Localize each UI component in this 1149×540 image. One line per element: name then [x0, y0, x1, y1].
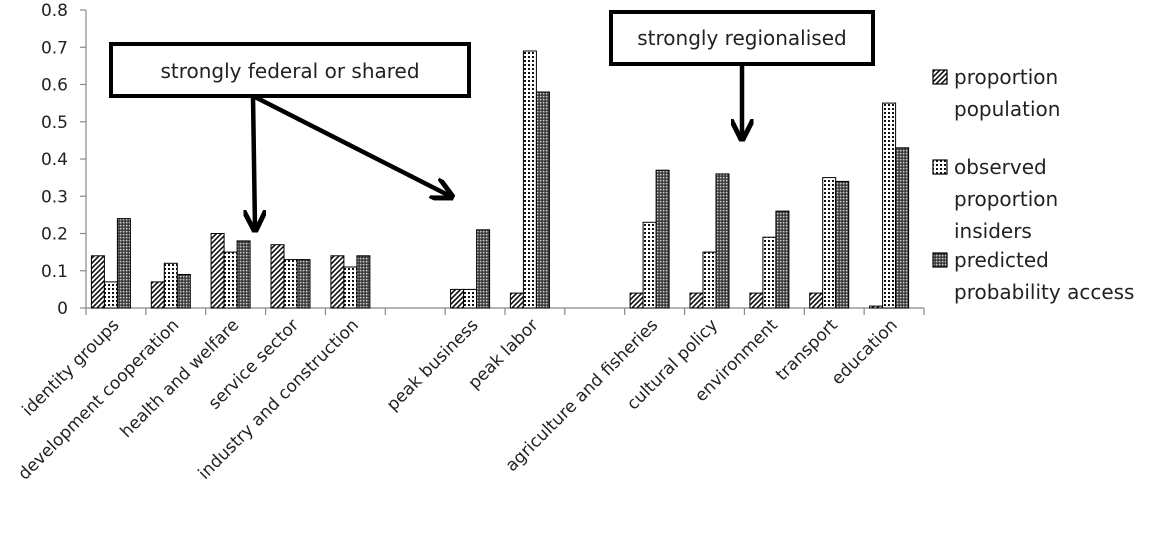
legend-line: insiders — [954, 219, 1032, 243]
bar-proportion-population-identity-groups — [90, 255, 105, 309]
bar-proportion-population-transport — [809, 292, 824, 309]
annotation-regional-box — [609, 10, 875, 66]
bar-observed-proportion-insiders-peak-business — [463, 288, 478, 309]
bar-predicted-probability-access-identity-groups — [116, 218, 131, 309]
annotation-federal-arrow-right — [251, 93, 450, 196]
bar-proportion-population-peak-business — [450, 288, 465, 309]
y-tick-label: 0.2 — [41, 225, 68, 245]
annotation-federal: strongly federal or shared — [109, 42, 471, 228]
annotation-federal-arrow-down — [253, 95, 255, 228]
legend-line: proportion — [954, 187, 1058, 211]
bar-proportion-population-development-cooperation — [150, 281, 165, 309]
bar-proportion-population-education — [869, 305, 884, 309]
bar-predicted-probability-access-industry-and-construction — [356, 255, 371, 309]
bar-proportion-population-service-sector — [270, 244, 285, 309]
y-tick-label: 0.3 — [41, 187, 68, 207]
bar-predicted-probability-access-development-cooperation — [176, 274, 191, 309]
bar-predicted-probability-access-health-and-welfare — [236, 240, 251, 309]
y-tick-label: 0.4 — [41, 150, 68, 170]
bar-predicted-probability-access-environment — [775, 210, 790, 309]
x-ticks — [85, 308, 925, 315]
bar-observed-proportion-insiders-service-sector — [283, 259, 298, 309]
bar-predicted-probability-access-service-sector — [296, 259, 311, 309]
y-tick-label: 0 — [57, 299, 68, 319]
y-tick-label: 0.5 — [41, 113, 68, 133]
legend-swatch-proportion-population — [932, 69, 948, 85]
bar-observed-proportion-insiders-development-cooperation — [163, 262, 178, 309]
y-ticks: 0 0.1 0.2 0.3 0.4 0.5 0.6 0.7 0.8 — [41, 1, 86, 319]
bar-observed-proportion-insiders-environment — [762, 236, 777, 309]
y-tick-label: 0.7 — [41, 38, 68, 58]
bar-proportion-population-agriculture-and-fisheries — [629, 292, 644, 309]
bar-observed-proportion-insiders-identity-groups — [103, 281, 118, 309]
legend-line: proportion — [954, 65, 1058, 89]
y-tick-label: 0.1 — [41, 262, 68, 282]
legend-line: predicted — [954, 248, 1049, 272]
legend-label-proportion-population: proportion population — [954, 65, 1065, 121]
legend-line: population — [954, 97, 1060, 121]
bar-predicted-probability-access-education — [895, 147, 910, 309]
bar-observed-proportion-insiders-agriculture-and-fisheries — [642, 221, 657, 309]
bar-observed-proportion-insiders-cultural-policy — [702, 251, 717, 309]
bar-predicted-probability-access-peak-labor — [535, 91, 550, 309]
annotation-regional-text: strongly regionalised — [637, 26, 846, 50]
bar-proportion-population-cultural-policy — [689, 292, 704, 309]
x-category-label-peak-business: peak business — [383, 315, 483, 415]
legend-swatch-predicted-probability-access — [932, 252, 948, 268]
legend-label-observed-proportion-insiders: observed proportion insiders — [954, 155, 1065, 243]
bars — [90, 50, 910, 309]
bar-predicted-probability-access-cultural-policy — [715, 173, 730, 309]
annotation-federal-text: strongly federal or shared — [160, 59, 419, 83]
bar-observed-proportion-insiders-industry-and-construction — [343, 266, 358, 309]
x-category-label-education: education — [828, 315, 902, 389]
legend-swatch-observed-proportion-insiders — [932, 159, 948, 175]
annotation-federal-box — [109, 42, 471, 98]
bar-predicted-probability-access-transport — [835, 180, 850, 309]
annotation-regional: strongly regionalised — [609, 10, 875, 137]
y-tick-label: 0.8 — [41, 1, 68, 21]
y-tick-label: 0.6 — [41, 76, 68, 96]
bar-proportion-population-industry-and-construction — [330, 255, 345, 309]
bar-proportion-population-peak-labor — [509, 292, 524, 309]
bar-observed-proportion-insiders-peak-labor — [522, 50, 537, 309]
legend: proportion population observed proportio… — [932, 65, 1134, 304]
bar-observed-proportion-insiders-transport — [822, 177, 837, 309]
legend-line: observed — [954, 155, 1047, 179]
bar-predicted-probability-access-agriculture-and-fisheries — [655, 169, 670, 309]
bar-proportion-population-health-and-welfare — [210, 233, 225, 309]
legend-label-predicted-probability-access: predicted probability access — [954, 248, 1134, 304]
bar-observed-proportion-insiders-education — [882, 102, 897, 309]
legend-line: probability access — [954, 280, 1134, 304]
bar-proportion-population-environment — [749, 292, 764, 309]
bar-observed-proportion-insiders-health-and-welfare — [223, 251, 238, 309]
bar-predicted-probability-access-peak-business — [476, 229, 491, 309]
